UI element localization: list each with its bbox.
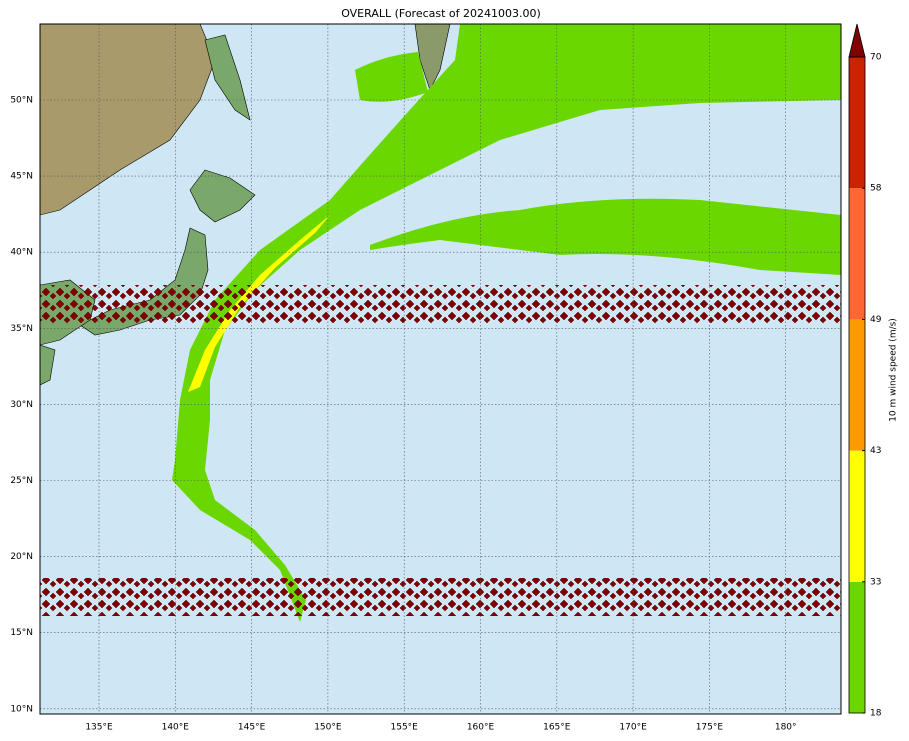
title: OVERALL (Forecast of 20241003.00) xyxy=(341,7,541,20)
map xyxy=(40,24,841,714)
colorbar-tick-label: 33 xyxy=(870,577,881,587)
lat-label: 10°N xyxy=(10,704,33,714)
lon-label: 170°E xyxy=(619,723,647,733)
colorbar-tick-label: 18 xyxy=(870,709,882,719)
colorbar-segment xyxy=(849,188,865,320)
colorbar: 18 33 43 49 58 70 xyxy=(848,23,882,719)
lon-label: 160°E xyxy=(467,723,495,733)
lon-label: 165°E xyxy=(543,723,571,733)
colorbar-segment xyxy=(849,581,865,713)
colorbar-segment xyxy=(849,57,865,189)
lat-label: 20°N xyxy=(10,552,33,562)
colorbar-frame xyxy=(848,56,866,714)
lon-label: 180° xyxy=(775,723,797,733)
lon-label: 145°E xyxy=(238,723,266,733)
colorbar-tick-label: 70 xyxy=(870,53,882,63)
colorbar-tick-label: 58 xyxy=(870,184,882,194)
wind-swaths xyxy=(40,24,841,622)
colorbar-extension xyxy=(848,23,866,58)
colorbar-label: 10 m wind speed (m/s) xyxy=(889,318,899,422)
lat-label: 25°N xyxy=(10,476,33,486)
map-frame xyxy=(39,23,842,715)
graticule xyxy=(40,24,841,714)
lon-label: 135°E xyxy=(85,723,113,733)
colorbar-tick-label: 49 xyxy=(870,315,882,325)
lat-label: 30°N xyxy=(10,400,33,410)
lon-label: 155°E xyxy=(391,723,419,733)
lon-label: 175°E xyxy=(696,723,724,733)
lat-label: 40°N xyxy=(10,248,33,258)
lat-label: 35°N xyxy=(10,324,33,334)
lat-label: 45°N xyxy=(10,172,33,182)
lat-label: 15°N xyxy=(10,628,33,638)
colorbar-segment xyxy=(849,319,865,451)
colorbar-segment xyxy=(849,450,865,582)
lat-label: 50°N xyxy=(10,96,33,106)
lon-label: 150°E xyxy=(314,723,342,733)
lon-label: 140°E xyxy=(162,723,190,733)
colorbar-tick-label: 43 xyxy=(870,446,881,456)
